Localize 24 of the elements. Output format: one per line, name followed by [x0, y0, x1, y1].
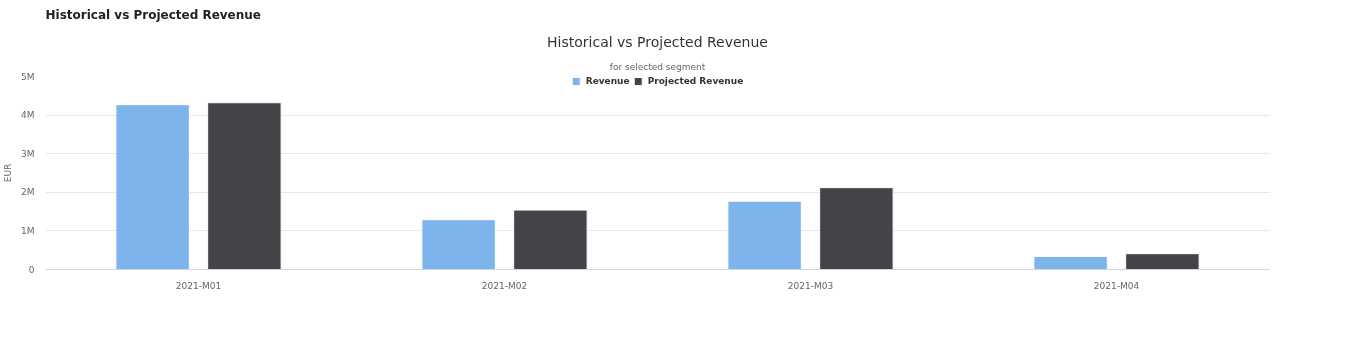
chart-title: Historical vs Projected Revenue — [547, 33, 768, 50]
legend-label: Revenue — [585, 76, 630, 86]
y-tick-label: 0 — [28, 264, 35, 275]
y-tick-label: 1M — [21, 225, 35, 236]
y-tick-label: 2M — [21, 187, 35, 198]
y-tick-label: 5M — [21, 71, 35, 82]
x-tick-label: 2021-M01 — [175, 280, 222, 291]
bar — [819, 187, 894, 270]
bar — [1125, 253, 1200, 270]
x-tick-label: 2021-M03 — [787, 280, 834, 291]
bar — [727, 200, 802, 270]
bar — [421, 219, 496, 270]
y-tick-label: 4M — [21, 110, 35, 121]
x-tick-label: 2021-M04 — [1093, 280, 1140, 291]
bar — [207, 102, 282, 270]
x-tick-label: 2021-M02 — [481, 280, 528, 291]
bar — [115, 104, 190, 270]
chart-subtitle: for selected segment — [609, 61, 706, 72]
bar — [1033, 255, 1108, 270]
text: Historical vs Projected Revenue — [45, 7, 261, 22]
y-axis-title: EUR — [3, 163, 14, 183]
legend-label: Projected Revenue — [647, 76, 744, 86]
bar — [513, 209, 588, 270]
y-tick-label: 3M — [21, 148, 35, 159]
